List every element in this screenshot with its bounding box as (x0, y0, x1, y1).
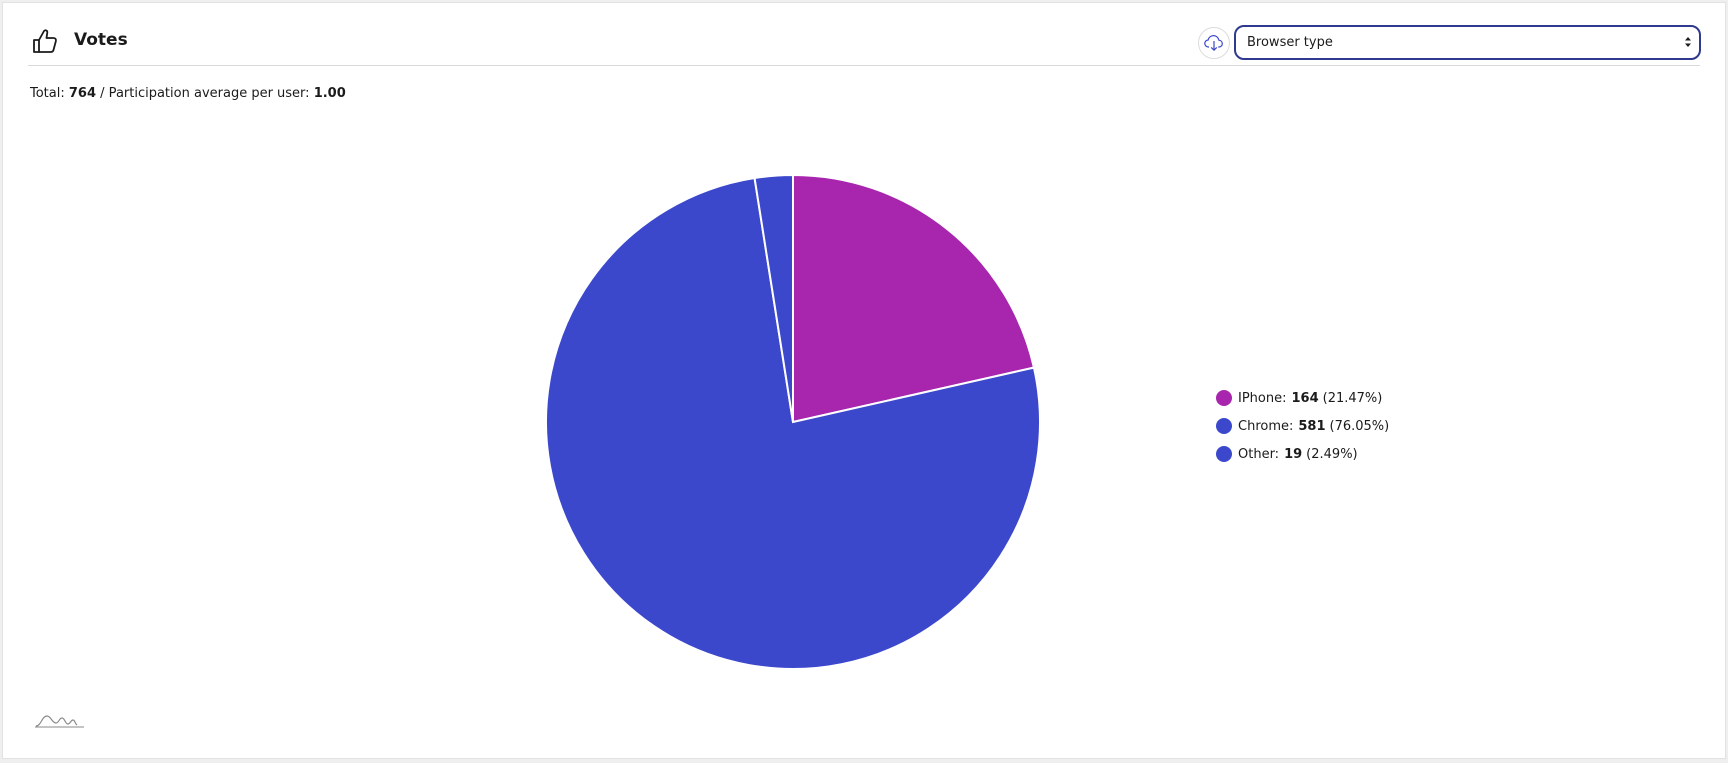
legend-label: Chrome: (1238, 418, 1294, 434)
cloud-download-icon (1204, 34, 1223, 52)
brand-wave-logo (35, 715, 84, 728)
select-arrows-icon (1685, 37, 1691, 47)
legend-dot (1216, 390, 1232, 406)
average-label: / Participation average per user: (100, 86, 310, 101)
legend-percent: (76.05%) (1329, 418, 1390, 434)
total-value: 764 (68, 86, 97, 101)
legend-value: 19 (1284, 446, 1303, 462)
legend-dot (1216, 446, 1232, 462)
legend-item-iphone[interactable]: IPhone: 164 (21.47%) (1216, 384, 1389, 412)
legend-value: 581 (1298, 418, 1326, 434)
average-value: 1.00 (313, 86, 346, 101)
legend-item-chrome[interactable]: Chrome: 581 (76.05%) (1216, 412, 1389, 440)
page-title: Votes (74, 30, 128, 50)
thumbs-up-icon (33, 29, 57, 53)
legend-label: IPhone: (1238, 390, 1287, 406)
pie-slice-iphone[interactable] (792, 173, 1036, 424)
legend-value: 164 (1291, 390, 1319, 406)
legend-percent: (2.49%) (1306, 446, 1358, 462)
legend-label: Other: (1238, 446, 1280, 462)
legend-percent: (21.47%) (1322, 390, 1383, 406)
legend-dot (1216, 418, 1232, 434)
browser-type-select[interactable]: Browser type (1234, 25, 1701, 60)
select-value: Browser type (1247, 35, 1333, 50)
summary-line: Total: 764 / Participation average per u… (30, 86, 346, 101)
pie-slice-chrome[interactable] (545, 176, 1041, 670)
card-header: Votes Browser type (28, 22, 1701, 66)
total-label: Total: (30, 86, 65, 101)
download-button[interactable] (1198, 27, 1230, 59)
legend-item-other[interactable]: Other: 19 (2.49%) (1216, 440, 1389, 468)
chart-legend: IPhone: 164 (21.47%) Chrome: 581 (76.05%) Othe… (1216, 384, 1389, 468)
pie-slice-other[interactable] (753, 173, 794, 423)
